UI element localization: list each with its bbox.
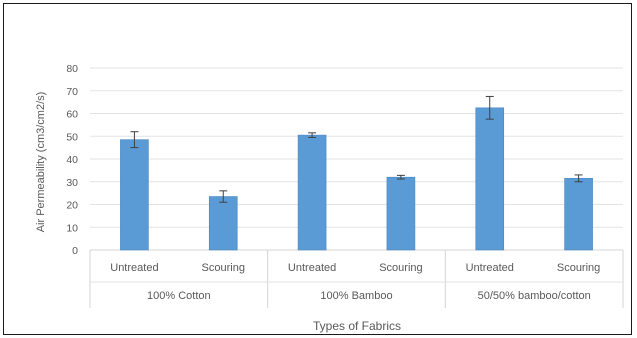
y-axis-ticks: 0 10 20 30 40 50 60 70 80 bbox=[66, 63, 78, 257]
y-tick-label: 0 bbox=[72, 245, 78, 257]
x-category-label: Scouring bbox=[557, 262, 600, 274]
bars bbox=[120, 107, 593, 251]
x-category-label: Scouring bbox=[202, 262, 245, 274]
x-axis-categories: Untreated Scouring Untreated Scouring Untrea… bbox=[110, 262, 600, 274]
bar bbox=[386, 176, 416, 251]
y-tick-label: 50 bbox=[66, 131, 78, 143]
y-tick-label: 70 bbox=[66, 86, 78, 98]
chart-frame: 0 10 20 30 40 50 60 70 80 Untreated Scouring Untre… bbox=[3, 3, 632, 335]
x-category-label: Untreated bbox=[466, 262, 514, 274]
bar bbox=[475, 107, 505, 251]
y-axis-label: Air Permeability (cm3/cm2/s) bbox=[35, 92, 47, 233]
bar bbox=[208, 196, 238, 251]
y-tick-label: 60 bbox=[66, 109, 78, 121]
y-tick-label: 30 bbox=[66, 177, 78, 189]
x-category-label: Untreated bbox=[288, 262, 336, 274]
x-group-label: 50/50% bamboo/cotton bbox=[478, 290, 591, 302]
x-axis-label: Types of Fabrics bbox=[313, 319, 401, 333]
gridlines bbox=[90, 67, 623, 251]
y-tick-label: 10 bbox=[66, 222, 78, 234]
y-tick-label: 80 bbox=[66, 63, 78, 75]
error-bars bbox=[130, 95, 583, 203]
bar bbox=[120, 139, 149, 251]
bar bbox=[564, 178, 593, 251]
x-group-label: 100% Cotton bbox=[147, 290, 211, 302]
y-tick-label: 40 bbox=[66, 154, 78, 166]
x-category-label: Untreated bbox=[110, 262, 158, 274]
y-tick-label: 20 bbox=[66, 200, 78, 212]
bar bbox=[297, 134, 327, 251]
x-axis-groups: 100% Cotton 100% Bamboo 50/50% bamboo/cott… bbox=[89, 250, 624, 308]
x-group-label: 100% Bamboo bbox=[320, 290, 392, 302]
x-category-label: Scouring bbox=[379, 262, 422, 274]
